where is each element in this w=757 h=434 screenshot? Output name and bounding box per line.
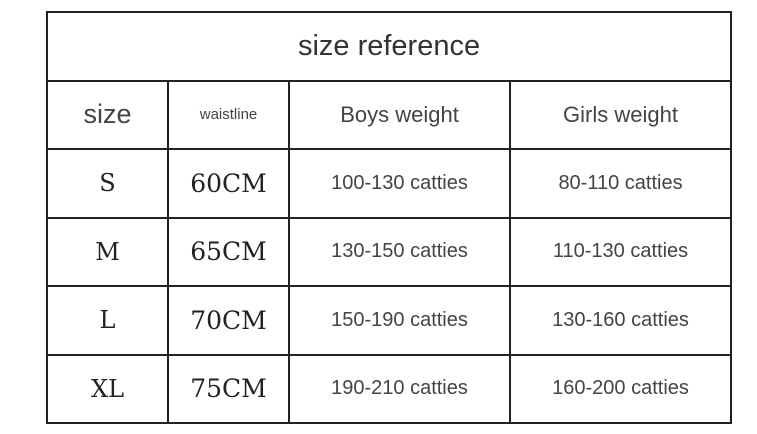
cell-waistline: 65CM xyxy=(167,216,290,287)
header-girls-weight: Girls weight xyxy=(508,79,733,150)
cell-boys-weight: 100-130 catties xyxy=(288,148,511,219)
cell-girls-weight: 160-200 catties xyxy=(508,353,733,424)
table-row: XL 75CM 190-210 catties 160-200 catties xyxy=(46,353,733,424)
cell-girls-weight: 130-160 catties xyxy=(508,285,733,356)
cell-girls-weight: 80-110 catties xyxy=(508,148,733,219)
table-title: size reference xyxy=(45,11,733,82)
cell-boys-weight: 130-150 catties xyxy=(288,216,511,287)
table-row: L 70CM 150-190 catties 130-160 catties xyxy=(46,285,733,356)
title-row: size reference xyxy=(45,11,733,82)
table-row: M 65CM 130-150 catties 110-130 catties xyxy=(46,216,733,287)
size-reference-table: size reference size waistline Boys weigh… xyxy=(45,11,733,424)
header-boys-weight: Boys weight xyxy=(288,79,511,150)
table-row: S 60CM 100-130 catties 80-110 catties xyxy=(46,148,733,219)
cell-size: M xyxy=(46,216,169,287)
cell-waistline: 70CM xyxy=(167,285,290,356)
cell-size: S xyxy=(46,148,169,219)
cell-size: XL xyxy=(46,353,169,424)
cell-waistline: 75CM xyxy=(167,353,290,424)
cell-girls-weight: 110-130 catties xyxy=(508,216,733,287)
header-waistline: waistline xyxy=(167,79,290,150)
header-size: size xyxy=(46,79,169,150)
cell-size: L xyxy=(46,285,169,356)
cell-boys-weight: 150-190 catties xyxy=(288,285,511,356)
cell-waistline: 60CM xyxy=(167,148,290,219)
header-row: size waistline Boys weight Girls weight xyxy=(46,79,733,150)
cell-boys-weight: 190-210 catties xyxy=(288,353,511,424)
